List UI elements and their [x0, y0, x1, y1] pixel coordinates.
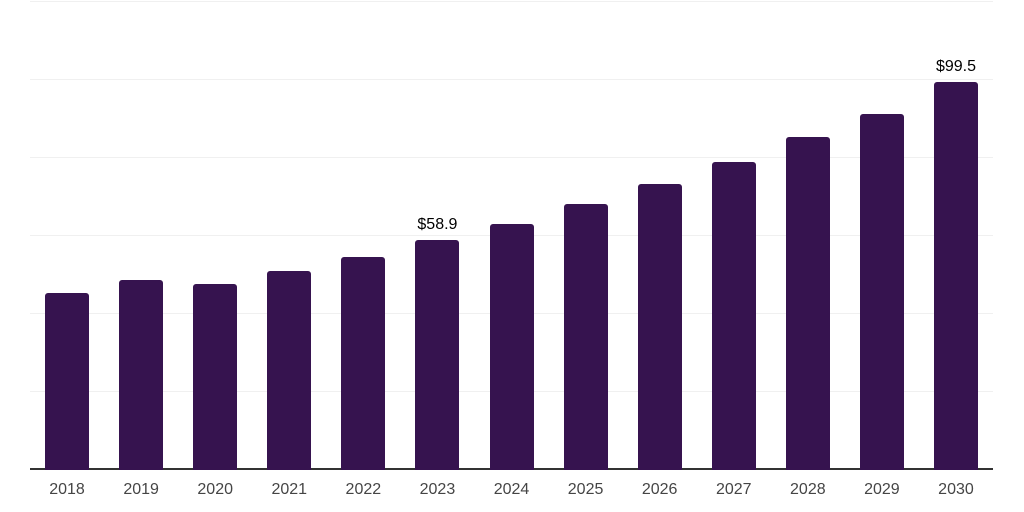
- x-tick-label: 2023: [419, 481, 456, 498]
- x-axis-labels: 2018 2019 2020 2021 2022 2023 2024 2025 2026 2027…: [30, 479, 993, 501]
- bar: [785, 137, 830, 470]
- bar-group: [845, 0, 919, 470]
- bar: [119, 280, 164, 470]
- x-tick-label: 2029: [864, 481, 900, 498]
- x-tick-label: 2028: [790, 481, 826, 498]
- x-tick-label: 2019: [123, 481, 159, 498]
- bar: [415, 240, 460, 470]
- x-tick-label: 2024: [493, 481, 530, 498]
- bar-group: [30, 0, 104, 470]
- bar-value-label: $58.9: [417, 216, 458, 233]
- bar-group: [326, 0, 400, 470]
- bar-group: [474, 0, 548, 470]
- bar-group: $58.9: [400, 0, 474, 470]
- bar-group: [623, 0, 697, 470]
- bar: [933, 82, 978, 470]
- x-tick-label: 2030: [938, 481, 974, 498]
- bar-group: [697, 0, 771, 470]
- bar-group: [549, 0, 623, 470]
- bar-group: [178, 0, 252, 470]
- x-tick-label: 2020: [197, 481, 233, 498]
- x-tick-label: 2027: [715, 481, 752, 498]
- bar-group: $99.5: [919, 0, 993, 470]
- x-tick-label: 2021: [271, 481, 308, 498]
- bar-value-label: $99.5: [935, 58, 976, 75]
- bar: [489, 224, 534, 470]
- bar: [341, 257, 386, 470]
- bar-group: [252, 0, 326, 470]
- gridline: [30, 1, 993, 2]
- bar-group: [771, 0, 845, 470]
- bar: [45, 293, 90, 470]
- bar: [563, 204, 608, 470]
- bar: [637, 184, 682, 470]
- bars-row: $58.9 $99.5: [30, 0, 993, 470]
- x-tick-label: 2025: [567, 481, 604, 498]
- bar: [267, 271, 312, 470]
- bar: [859, 114, 904, 470]
- bar: [193, 284, 238, 470]
- bar: [711, 162, 756, 470]
- gridline: [30, 157, 993, 158]
- gridline: [30, 79, 993, 80]
- plot-area: $58.9 $99.5: [30, 0, 993, 470]
- x-tick-label: 2018: [49, 481, 85, 498]
- bar-group: [104, 0, 178, 470]
- x-tick-label: 2026: [641, 481, 678, 498]
- x-tick-label: 2022: [345, 481, 382, 498]
